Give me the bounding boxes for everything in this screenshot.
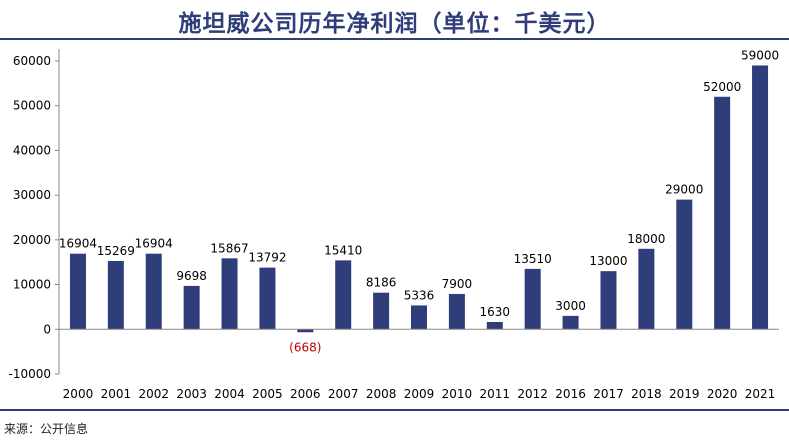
x-tick-label: 2004 [214, 387, 245, 401]
data-label-2003: 9698 [176, 269, 207, 283]
x-tick-label: 2009 [404, 387, 435, 401]
x-tick-label: 2003 [176, 387, 207, 401]
data-label-2020: 52000 [703, 80, 741, 94]
bar-2016 [562, 315, 579, 330]
x-tick-label: 2007 [328, 387, 359, 401]
bar-2019 [676, 199, 693, 330]
bar-2002 [145, 253, 162, 330]
data-label-2017: 13000 [589, 254, 627, 268]
x-tick-label: 2008 [366, 387, 397, 401]
y-tick-label: 10000 [13, 278, 51, 292]
y-axis: -10000 0 10000 20000 30000 40000 50000 60000 [8, 49, 60, 381]
data-label-2011: 1630 [480, 305, 511, 319]
x-tick-label: 2005 [252, 387, 283, 401]
data-label-2000: 16904 [59, 237, 97, 251]
x-tick-label: 2020 [707, 387, 738, 401]
chart-title: 施坦威公司历年净利润（单位：千美元） [178, 11, 611, 37]
bar-2001 [107, 261, 124, 330]
x-tick-label: 2016 [555, 387, 586, 401]
data-label-2007: 15410 [324, 243, 362, 257]
x-tick-label: 2012 [517, 387, 548, 401]
y-tick-label: -10000 [8, 367, 51, 381]
x-tick-label: 2019 [669, 387, 700, 401]
data-label-2010: 7900 [442, 277, 473, 291]
bar-2007 [335, 260, 352, 330]
y-tick-label: 20000 [13, 233, 51, 247]
x-tick-label: 2002 [138, 387, 169, 401]
bar-2005 [259, 267, 276, 330]
x-tick-label: 2000 [63, 387, 94, 401]
data-label-2008: 8186 [366, 276, 397, 290]
bar-2012 [524, 268, 541, 330]
source-note: 来源：公开信息 [4, 422, 89, 436]
x-tick-label: 2021 [745, 387, 776, 401]
y-tick-label: 0 [43, 322, 51, 336]
y-tick-label: 40000 [13, 143, 51, 157]
data-label-2006: (668) [289, 340, 321, 354]
data-label-2004: 15867 [210, 241, 248, 255]
data-label-2012: 13510 [514, 252, 552, 266]
x-tick-label: 2017 [593, 387, 624, 401]
data-label-2019: 29000 [665, 183, 703, 197]
bar-2018 [638, 248, 655, 330]
bar-2011 [486, 321, 503, 330]
x-tick-label: 2010 [442, 387, 473, 401]
data-label-2021: 59000 [741, 48, 779, 62]
y-tick-label: 60000 [13, 54, 51, 68]
bar-2008 [373, 292, 390, 330]
bar-2006 [297, 329, 314, 333]
bar-2009 [411, 305, 427, 330]
x-tick-label: 2001 [101, 387, 132, 401]
y-tick-label: 30000 [13, 188, 51, 202]
bar-2003 [183, 285, 200, 330]
x-tick-label: 2011 [480, 387, 511, 401]
x-axis: 2000 2001 2002 2003 2004 2005 2006 2007 2008 2009… [59, 328, 779, 401]
title-underline [0, 38, 789, 40]
bottom-rule [0, 409, 789, 411]
data-label-2001: 15269 [97, 244, 135, 258]
bar-2020 [714, 96, 731, 330]
x-tick-label: 2006 [290, 387, 321, 401]
y-tick-label: 50000 [13, 99, 51, 113]
data-label-2009: 5336 [404, 288, 435, 302]
bars [69, 65, 769, 333]
bar-2000 [69, 253, 86, 330]
bar-2017 [600, 271, 617, 330]
data-label-2016: 3000 [555, 299, 586, 313]
data-label-2005: 13792 [248, 251, 286, 265]
data-label-2018: 18000 [627, 232, 665, 246]
bar-2021 [752, 65, 769, 330]
data-label-2002: 16904 [135, 237, 173, 251]
x-tick-label: 2018 [631, 387, 662, 401]
bar-2004 [221, 258, 238, 330]
bar-2010 [448, 293, 465, 330]
